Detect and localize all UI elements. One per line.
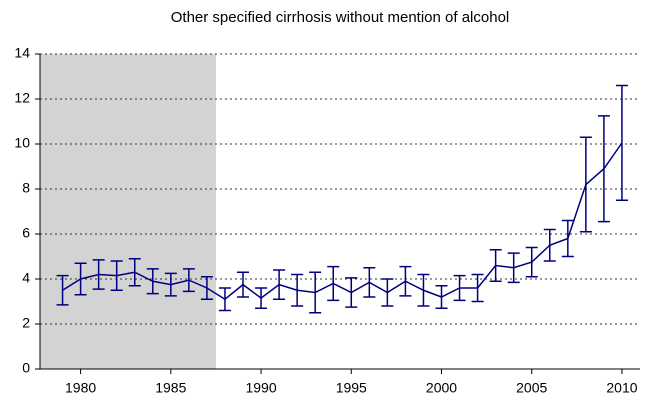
x-tick-label: 2005 bbox=[516, 380, 547, 396]
x-tick-label: 2000 bbox=[426, 380, 457, 396]
error-bar bbox=[615, 84, 628, 201]
x-tick-label: 1980 bbox=[65, 380, 96, 396]
y-tick-label: 12 bbox=[14, 90, 30, 106]
x-tick-label: 1995 bbox=[336, 380, 367, 396]
data-line bbox=[62, 142, 623, 301]
x-tick-label: 1985 bbox=[155, 380, 186, 396]
shaded-region bbox=[40, 54, 216, 369]
y-tick-label: 8 bbox=[22, 180, 30, 196]
y-tick-label: 14 bbox=[14, 45, 30, 61]
y-tick-label: 6 bbox=[22, 225, 30, 241]
y-tick-label: 2 bbox=[22, 315, 30, 331]
x-tick-label: 2010 bbox=[606, 380, 637, 396]
y-tick-label: 10 bbox=[14, 135, 30, 151]
x-tick-label: 1990 bbox=[245, 380, 276, 396]
y-tick-label: 4 bbox=[22, 270, 30, 286]
chart-title: Other specified cirrhosis without mentio… bbox=[171, 9, 510, 26]
y-tick-label: 0 bbox=[22, 360, 30, 376]
